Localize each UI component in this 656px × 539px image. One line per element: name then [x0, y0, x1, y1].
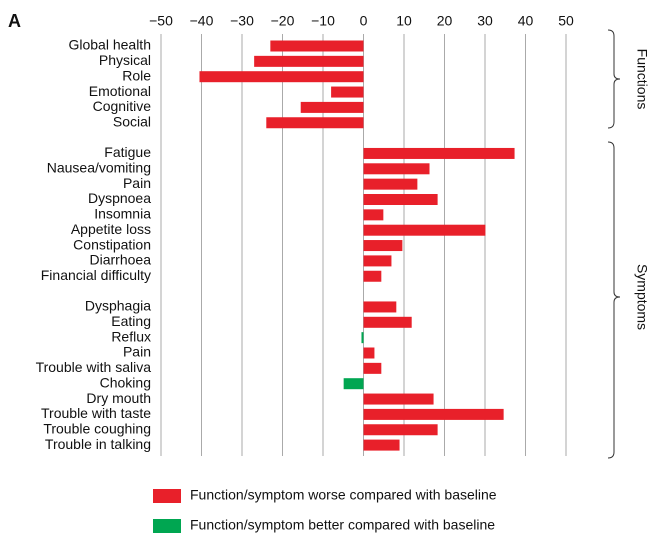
y-tick-label: Dry mouth [86, 390, 151, 406]
x-tick-label: −40 [190, 13, 214, 29]
bar [343, 378, 364, 390]
panel-label: A [8, 11, 21, 31]
x-tick-label: −30 [230, 13, 254, 29]
y-tick-label: Financial difficulty [41, 267, 151, 283]
group-label: Symptoms [634, 264, 650, 330]
y-tick-label: Cognitive [93, 98, 152, 114]
y-tick-label: Pain [123, 344, 151, 360]
bar [254, 55, 364, 67]
bar [363, 147, 515, 159]
bar [363, 362, 382, 374]
y-tick-label: Dyspnoea [88, 190, 151, 206]
bar [363, 439, 400, 451]
legend-label: Function/symptom better compared with ba… [190, 517, 495, 533]
bar [363, 163, 430, 175]
bar [363, 393, 434, 405]
x-tick-label: 10 [396, 13, 412, 29]
y-tick-label: Appetite loss [71, 221, 151, 237]
y-tick-label: Global health [68, 37, 151, 53]
bar [363, 347, 375, 359]
bar [266, 117, 364, 129]
y-tick-label: Choking [100, 374, 151, 390]
bar [331, 86, 364, 98]
x-tick-label: −50 [149, 13, 173, 29]
y-tick-label: Insomnia [94, 206, 151, 222]
y-tick-label: Fatigue [104, 144, 151, 160]
x-tick-label: −20 [271, 13, 295, 29]
y-tick-label: Trouble in talking [45, 436, 151, 452]
bar [363, 209, 384, 221]
bracket [607, 29, 621, 129]
y-tick-label: Diarrhoea [90, 252, 152, 268]
x-tick-label: −10 [311, 13, 335, 29]
bar [199, 71, 364, 83]
bar [363, 194, 438, 205]
x-tick-label: 0 [360, 13, 368, 29]
bar [363, 255, 392, 267]
y-tick-label: Social [113, 113, 151, 129]
y-tick-label: Emotional [89, 83, 151, 99]
bar [363, 301, 397, 313]
y-tick-label: Trouble coughing [43, 420, 151, 436]
x-tick-label: 40 [518, 13, 534, 29]
x-tick-label: 30 [477, 13, 493, 29]
bar [363, 240, 403, 252]
y-tick-label: Physical [99, 52, 151, 68]
group-label: Functions [634, 49, 650, 110]
y-tick-label: Reflux [111, 328, 151, 344]
y-tick-label: Pain [123, 175, 151, 191]
bar [363, 316, 412, 328]
bar [363, 224, 486, 236]
bracket [607, 141, 621, 459]
legend-swatch [153, 519, 181, 533]
bar [363, 408, 504, 420]
bar [270, 40, 364, 52]
y-tick-label: Dysphagia [85, 298, 151, 314]
legend-swatch [153, 489, 181, 503]
x-tick-label: 50 [558, 13, 574, 29]
y-tick-label: Role [122, 67, 151, 83]
bar [363, 270, 382, 282]
bar [300, 101, 364, 113]
bar [363, 424, 438, 436]
legend-label: Function/symptom worse compared with bas… [190, 487, 497, 503]
y-tick-label: Eating [111, 313, 151, 329]
y-tick-label: Constipation [73, 236, 151, 252]
bar [361, 332, 364, 344]
y-tick-label: Trouble with taste [41, 405, 151, 421]
x-tick-label: 20 [437, 13, 453, 29]
y-tick-label: Trouble with saliva [36, 359, 152, 375]
y-tick-label: Nausea/vomiting [47, 160, 151, 176]
bar [363, 178, 418, 190]
